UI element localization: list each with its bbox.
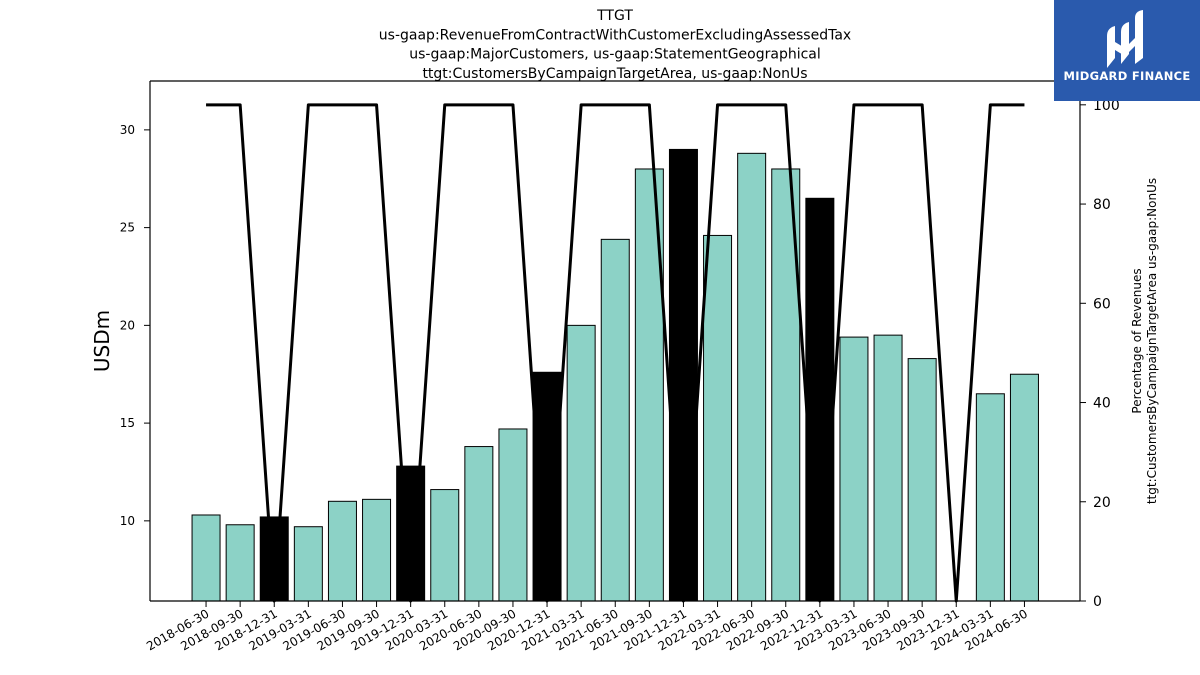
title-line: ttgt:CustomersByCampaignTargetArea, us-g… — [422, 66, 807, 82]
midgard-logo-icon — [1107, 10, 1143, 68]
y-right-tick-label: 100 — [1093, 98, 1120, 114]
bar — [396, 465, 426, 602]
x-ticks: 2018-06-302018-09-302018-12-312019-03-31… — [144, 601, 1030, 653]
bar — [975, 393, 1005, 602]
y-tick-label: 10 — [120, 514, 135, 528]
y-axis-label-left: USDm — [90, 310, 114, 372]
y-right-label-line: Percentage of Revenues — [1130, 268, 1144, 413]
chart-title: TTGT us-gaap:RevenueFromContractWithCusto… — [379, 8, 851, 82]
bar — [839, 336, 869, 602]
y-tick-label: 25 — [120, 221, 135, 235]
bar — [225, 524, 255, 602]
bar — [600, 238, 630, 602]
bar — [327, 500, 357, 602]
bar — [873, 334, 903, 602]
y-axis-label-right: Percentage of Revenues ttgt:CustomersByCa… — [1130, 178, 1159, 504]
y-tick-label: 15 — [120, 416, 135, 430]
y-right-tick-label: 80 — [1093, 197, 1111, 213]
bar — [668, 148, 698, 602]
y-tick-label: 20 — [120, 318, 135, 332]
y-right-label-line: ttgt:CustomersByCampaignTargetArea us-ga… — [1145, 178, 1159, 504]
bar — [430, 489, 460, 602]
bar — [362, 498, 392, 602]
bar — [805, 197, 835, 602]
bar — [566, 324, 596, 602]
logo-text: MIDGARD FINANCE — [1063, 69, 1191, 83]
bar — [498, 428, 528, 602]
bar — [532, 371, 562, 602]
bar — [464, 446, 494, 602]
y-tick-label: 30 — [120, 123, 135, 137]
bars — [191, 148, 1039, 602]
bar — [191, 514, 221, 602]
y-right-tick-label: 40 — [1093, 396, 1111, 412]
bar — [907, 358, 937, 602]
title-line: us-gaap:MajorCustomers, us-gaap:Statemen… — [409, 47, 821, 63]
right-y-ticks: 0 20 40 60 80 100 — [1080, 98, 1120, 610]
y-right-tick-label: 0 — [1093, 594, 1102, 610]
title-line: TTGT — [596, 8, 633, 24]
y-right-tick-label: 60 — [1093, 296, 1111, 312]
bar — [293, 526, 323, 602]
midgard-finance-logo: MIDGARD FINANCE — [1054, 0, 1200, 101]
bar — [703, 234, 733, 602]
bar — [1009, 373, 1039, 602]
title-line: us-gaap:RevenueFromContractWithCustomerE… — [379, 27, 851, 43]
left-y-ticks: 10 15 20 25 30 — [120, 123, 150, 528]
y-right-tick-label: 20 — [1093, 495, 1111, 511]
bar — [737, 152, 767, 602]
percentage-line — [206, 103, 1025, 603]
line-path — [206, 103, 1025, 603]
